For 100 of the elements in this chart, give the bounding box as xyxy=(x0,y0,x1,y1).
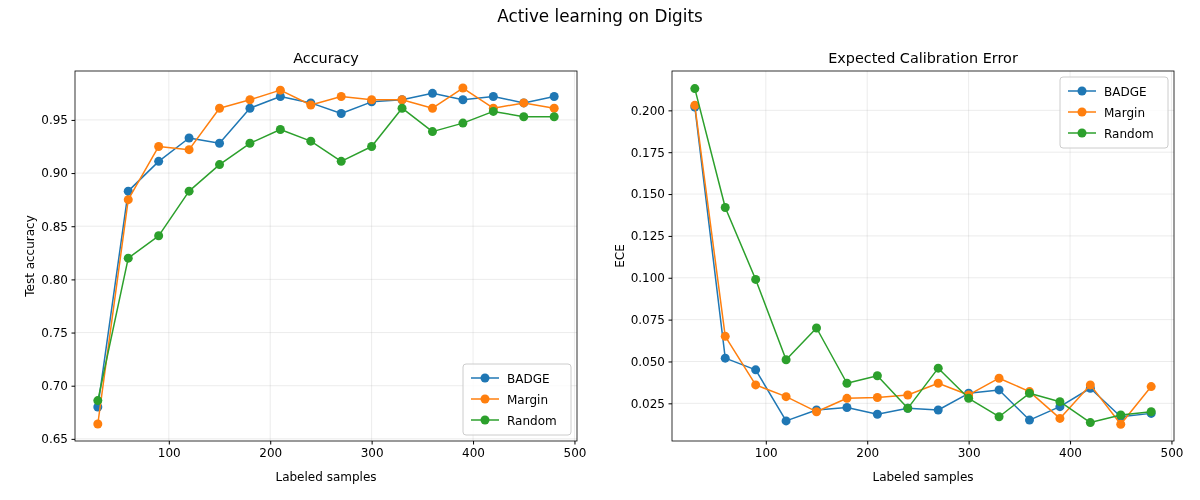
y-tick-label: 0.85 xyxy=(41,219,68,234)
point xyxy=(245,95,255,105)
y-tick-label: 0.90 xyxy=(41,166,68,181)
y-tick-label: 0.050 xyxy=(630,354,665,369)
x-tick-label: 500 xyxy=(1160,445,1184,460)
x-tick-label: 300 xyxy=(957,445,981,460)
point xyxy=(872,371,882,381)
point xyxy=(1055,413,1065,423)
legend-label: Random xyxy=(1104,126,1154,141)
point xyxy=(275,124,285,134)
y-tick-label: 0.65 xyxy=(41,432,68,447)
y-axis-title: Test accuracy xyxy=(23,215,38,298)
point xyxy=(1146,382,1156,392)
point xyxy=(781,416,791,426)
point xyxy=(549,112,559,122)
point xyxy=(336,92,346,102)
point xyxy=(994,373,1004,383)
point xyxy=(690,84,700,94)
legend-label: BADGE xyxy=(507,371,550,386)
point xyxy=(367,141,377,151)
point xyxy=(751,365,761,375)
y-tick-label: 0.175 xyxy=(630,145,665,160)
y-tick-label: 0.125 xyxy=(630,229,665,244)
x-tick-label: 100 xyxy=(157,445,181,460)
point xyxy=(154,141,164,151)
chart-title: Accuracy xyxy=(293,50,360,66)
point xyxy=(397,103,407,113)
point xyxy=(93,396,103,406)
point xyxy=(720,353,730,363)
x-tick-label: 500 xyxy=(563,445,587,460)
point xyxy=(306,136,316,146)
chart-title: Expected Calibration Error xyxy=(828,50,1018,66)
point xyxy=(994,412,1004,422)
point xyxy=(903,390,913,400)
point xyxy=(549,92,559,102)
x-axis-title: Labeled samples xyxy=(275,470,377,484)
point xyxy=(1085,418,1095,428)
point xyxy=(184,186,194,196)
point xyxy=(488,92,498,102)
point xyxy=(215,138,225,148)
point xyxy=(427,103,437,113)
legend-label: Random xyxy=(507,413,557,428)
y-axis-title: ECE xyxy=(612,244,627,268)
point xyxy=(427,127,437,137)
point xyxy=(933,378,943,388)
point xyxy=(275,85,285,95)
y-tick-label: 0.075 xyxy=(630,312,665,327)
point xyxy=(1055,397,1065,407)
point xyxy=(549,103,559,113)
point xyxy=(184,133,194,143)
point xyxy=(458,118,468,128)
point xyxy=(215,160,225,170)
point xyxy=(781,355,791,365)
x-tick-label: 400 xyxy=(462,445,485,460)
y-tick-label: 0.75 xyxy=(41,325,68,340)
point xyxy=(994,385,1004,395)
x-axis-title: Labeled samples xyxy=(872,470,974,484)
x-tick-label: 300 xyxy=(360,445,384,460)
point xyxy=(123,253,133,263)
x-tick-label: 400 xyxy=(1059,445,1082,460)
legend-label: Margin xyxy=(1104,105,1145,120)
point xyxy=(154,156,164,166)
point xyxy=(751,274,761,284)
point xyxy=(1024,415,1034,425)
legend-label: Margin xyxy=(507,392,548,407)
y-tick-label: 0.100 xyxy=(630,271,665,286)
point xyxy=(1116,419,1126,429)
point xyxy=(720,202,730,212)
point xyxy=(427,88,437,98)
point xyxy=(336,156,346,166)
point xyxy=(93,419,103,429)
point xyxy=(842,393,852,403)
point xyxy=(842,378,852,388)
point xyxy=(245,103,255,113)
x-tick-label: 200 xyxy=(856,445,880,460)
point xyxy=(812,323,822,333)
y-tick-label: 0.95 xyxy=(41,113,68,128)
x-tick-label: 200 xyxy=(259,445,283,460)
point xyxy=(458,95,468,105)
point xyxy=(215,103,225,113)
point xyxy=(720,331,730,341)
x-tick-label: 100 xyxy=(754,445,778,460)
point xyxy=(781,392,791,402)
point xyxy=(245,138,255,148)
y-tick-label: 0.80 xyxy=(41,272,68,287)
point xyxy=(872,392,882,402)
point xyxy=(933,405,943,415)
point xyxy=(184,145,194,155)
y-tick-label: 0.200 xyxy=(630,103,665,118)
point xyxy=(872,409,882,419)
text: Active learning on Digits xyxy=(497,6,703,26)
y-tick-label: 0.025 xyxy=(630,396,665,411)
point xyxy=(519,112,529,122)
legend-label: BADGE xyxy=(1104,84,1147,99)
point xyxy=(458,83,468,93)
point xyxy=(751,380,761,390)
point xyxy=(336,109,346,119)
point xyxy=(933,363,943,373)
y-tick-label: 0.150 xyxy=(630,187,665,202)
y-tick-label: 0.70 xyxy=(41,379,68,394)
